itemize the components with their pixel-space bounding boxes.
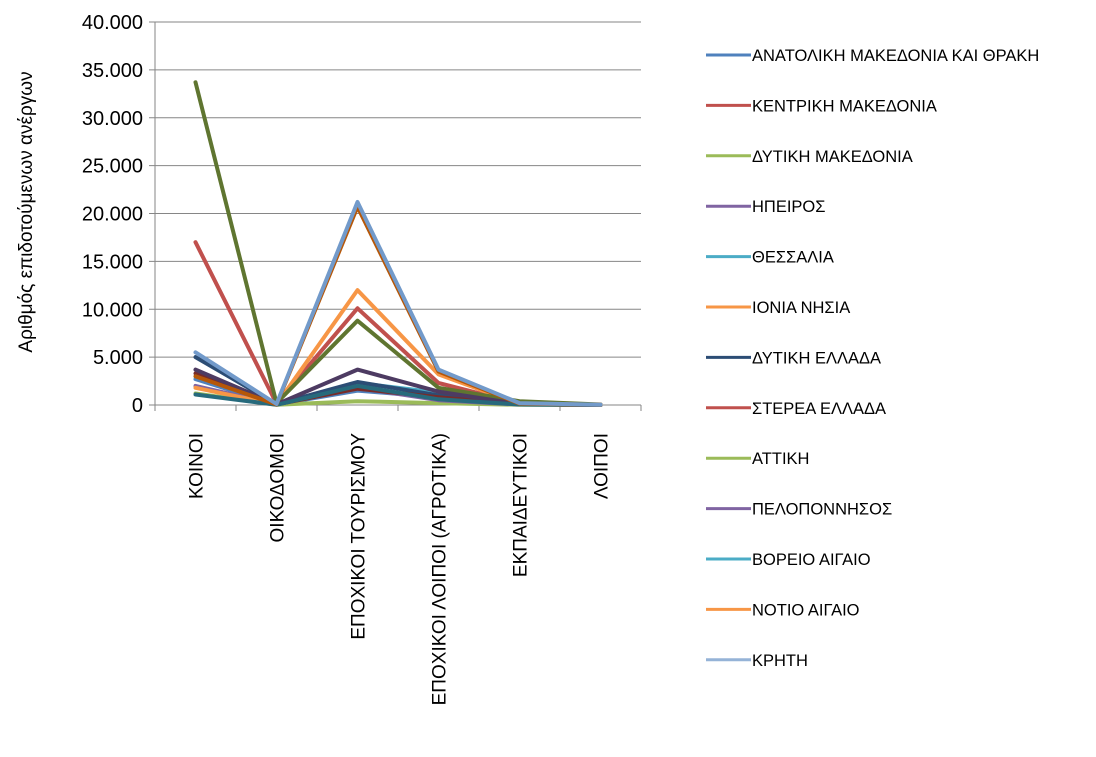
y-tick-label: 15.000 xyxy=(82,251,143,273)
legend-label: ΝΟΤΙΟ ΑΙΓΑΙΟ xyxy=(752,601,860,619)
y-tick-label: 20.000 xyxy=(82,204,143,226)
legend-label: ΚΡΗΤΗ xyxy=(752,652,808,670)
legend-label: ΣΤΕΡΕΑ ΕΛΛΑΔΑ xyxy=(752,400,886,418)
legend-label: ΑΝΑΤΟΛΙΚΗ ΜΑΚΕΔΟΝΙΑ ΚΑΙ ΘΡΑΚΗ xyxy=(752,47,1039,65)
legend-label: ΒΟΡΕΙΟ ΑΙΓΑΙΟ xyxy=(752,551,871,569)
legend-label: ΘΕΣΣΑΛΙΑ xyxy=(752,249,834,267)
legend: ΑΝΑΤΟΛΙΚΗ ΜΑΚΕΔΟΝΙΑ ΚΑΙ ΘΡΑΚΗ ΚΕΝΤΡΙΚΗ ΜΑ… xyxy=(706,47,1039,670)
y-tick-label: 5.000 xyxy=(93,347,143,369)
x-tick-label: ΚΟΙΝΟΙ xyxy=(187,433,208,499)
y-tick-labels: 0 5.000 10.000 15.000 20.000 25.000 30.000 35.0… xyxy=(82,12,143,417)
y-tick-label: 40.000 xyxy=(82,12,143,34)
x-tick-label: ΕΚΠΑΙΔΕΥΤΙΚΟΙ xyxy=(511,433,532,577)
x-tick-labels: ΚΟΙΝΟΙ ΟΙΚΟΔΟΜΟΙ ΕΠΟΧΙΚΟΙ ΤΟΥΡΙΣΜΟΥ ΕΠΟΧΙΚΟ… xyxy=(187,433,613,706)
x-tick-label: ΕΠΟΧΙΚΟΙ ΛΟΙΠΟΙ (ΑΓΡΟΤΙΚΑ) xyxy=(430,433,451,705)
x-tick-label: ΕΠΟΧΙΚΟΙ ΤΟΥΡΙΣΜΟΥ xyxy=(349,433,370,640)
x-tick-label: ΟΙΚΟΔΟΜΟΙ xyxy=(268,433,289,542)
series-line xyxy=(193,204,603,407)
series-line xyxy=(193,80,603,407)
y-tick-label: 25.000 xyxy=(82,156,143,178)
y-tick-label: 10.000 xyxy=(82,299,143,321)
legend-label: ΔΥΤΙΚΗ ΜΑΚΕΔΟΝΙΑ xyxy=(752,148,913,166)
y-axis-title: Αριθμός επιδοτούμενων ανέργων xyxy=(16,71,37,352)
legend-label: ΔΥΤΙΚΗ ΕΛΛΑΔΑ xyxy=(752,349,881,367)
legend-label: ΙΟΝΙΑ ΝΗΣΙΑ xyxy=(752,299,850,317)
gridlines xyxy=(155,21,641,358)
legend-label: ΑΤΤΙΚΗ xyxy=(752,450,809,468)
x-tick-label: ΛΟΙΠΟΙ xyxy=(592,433,613,499)
series-lines xyxy=(193,80,603,407)
y-tick-label: 35.000 xyxy=(82,60,143,82)
series-line xyxy=(193,200,603,407)
y-tick-label: 0 xyxy=(132,395,143,417)
y-tick-label: 30.000 xyxy=(82,108,143,130)
legend-label: ΠΕΛΟΠΟΝΝΗΣΟΣ xyxy=(752,501,892,519)
legend-label: ΗΠΕΙΡΟΣ xyxy=(752,198,825,216)
legend-label: ΚΕΝΤΡΙΚΗ ΜΑΚΕΔΟΝΙΑ xyxy=(752,97,937,115)
